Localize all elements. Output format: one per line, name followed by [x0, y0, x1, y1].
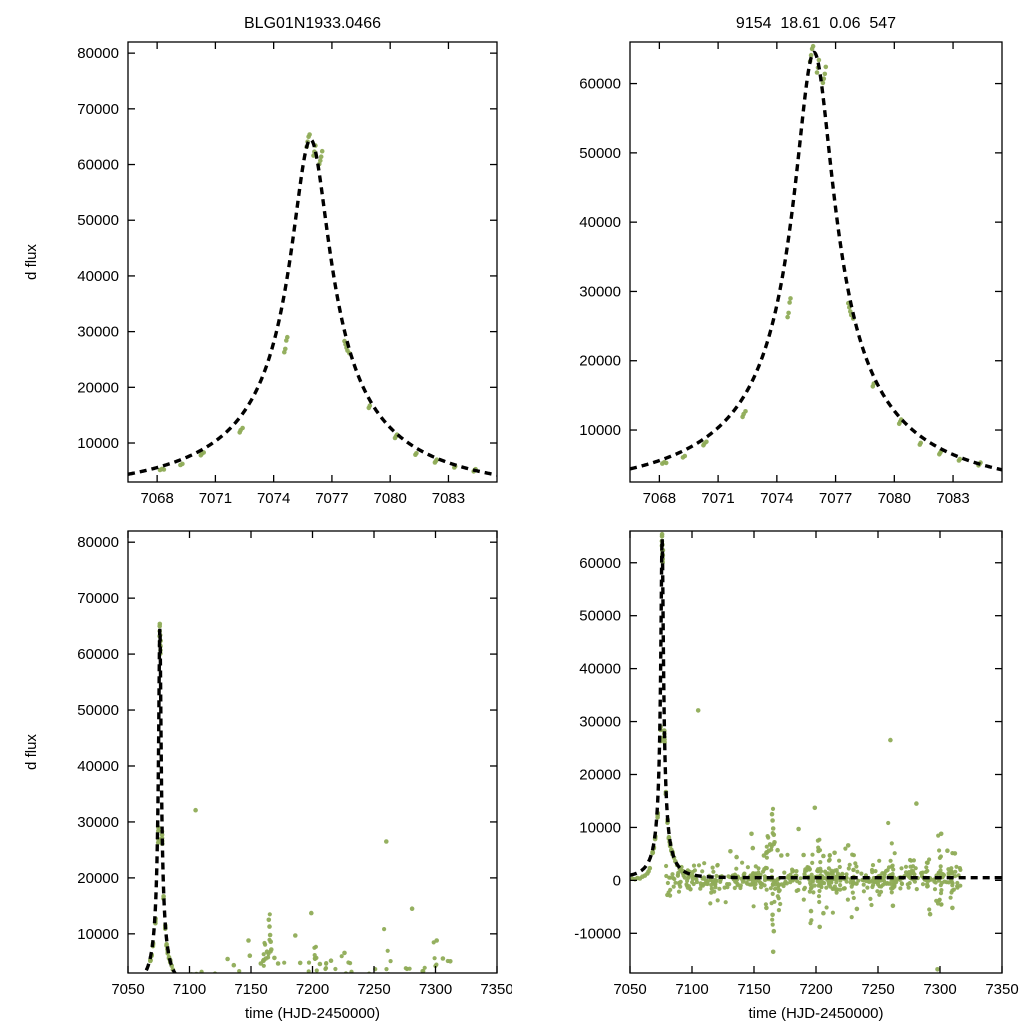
svg-text:7300: 7300 — [419, 981, 452, 998]
svg-text:7100: 7100 — [173, 981, 206, 998]
svg-text:50000: 50000 — [77, 702, 119, 719]
svg-text:7100: 7100 — [675, 981, 708, 998]
svg-text:70000: 70000 — [77, 590, 119, 607]
svg-text:40000: 40000 — [579, 661, 621, 678]
svg-text:7074: 7074 — [257, 490, 290, 507]
plot-border-top-right — [630, 42, 1002, 482]
svg-text:60000: 60000 — [77, 157, 119, 174]
y-axis-label-bottom-left: d flux — [23, 734, 40, 770]
svg-text:50000: 50000 — [579, 608, 621, 625]
svg-text:40000: 40000 — [77, 758, 119, 775]
svg-text:20000: 20000 — [579, 766, 621, 783]
svg-text:7080: 7080 — [373, 490, 406, 507]
panel-top-left: 7068 7071 7074 7077 7080 7083 10000 20000 30000 4… — [0, 0, 512, 512]
svg-text:10000: 10000 — [77, 435, 119, 452]
svg-text:20000: 20000 — [77, 379, 119, 396]
svg-text:10000: 10000 — [579, 422, 621, 439]
x-axis-label-bottom-left: time (HJD-2450000) — [245, 1005, 380, 1022]
model-curve-top-left — [128, 139, 497, 475]
svg-text:60000: 60000 — [579, 555, 621, 572]
plot-border-top-left — [128, 42, 497, 482]
panel-title-top-left: BLG01N1933.0466 — [244, 15, 381, 32]
svg-text:60000: 60000 — [77, 646, 119, 663]
panel-bottom-left: 7050 7100 7150 7200 7250 7300 7350 10000 20000 30… — [0, 512, 512, 1024]
data-points-bottom-right — [630, 532, 962, 972]
tick-labels-bottom-left: 7050 7100 7150 7200 7250 7300 7350 10000 20000 30… — [77, 534, 512, 998]
svg-text:10000: 10000 — [579, 819, 621, 836]
model-curve-top-right — [630, 52, 1002, 469]
svg-text:20000: 20000 — [77, 870, 119, 887]
svg-text:50000: 50000 — [579, 145, 621, 162]
ticks-bottom-left — [128, 531, 497, 973]
tick-labels-top-right: 7068 7071 7074 7077 7080 7083 10000 20000 30000 4… — [579, 76, 969, 507]
data-points-top-right — [660, 44, 983, 468]
panel-top-right: 7068 7071 7074 7077 7080 7083 10000 20000 30000 4… — [512, 0, 1024, 512]
svg-text:40000: 40000 — [77, 268, 119, 285]
svg-text:30000: 30000 — [77, 814, 119, 831]
svg-text:7083: 7083 — [432, 490, 465, 507]
svg-text:10000: 10000 — [77, 926, 119, 943]
svg-text:7050: 7050 — [613, 981, 646, 998]
svg-text:30000: 30000 — [579, 714, 621, 731]
panel-title-top-right: 9154 18.61 0.06 547 — [736, 15, 896, 32]
svg-text:30000: 30000 — [77, 324, 119, 341]
svg-text:70000: 70000 — [77, 101, 119, 118]
svg-text:7300: 7300 — [923, 981, 956, 998]
svg-text:7077: 7077 — [315, 490, 348, 507]
model-curve-bottom-left — [128, 629, 497, 987]
ticks-top-left — [128, 42, 497, 482]
svg-text:7071: 7071 — [701, 490, 734, 507]
chart-svg-top-left: 7068 7071 7074 7077 7080 7083 10000 20000 30000 4… — [0, 0, 512, 512]
svg-text:0: 0 — [613, 872, 621, 889]
svg-text:7080: 7080 — [878, 490, 911, 507]
svg-text:7083: 7083 — [936, 490, 969, 507]
svg-text:7074: 7074 — [760, 490, 793, 507]
ticks-bottom-right — [630, 531, 1002, 973]
chart-svg-bottom-left: 7050 7100 7150 7200 7250 7300 7350 10000 20000 30… — [0, 512, 512, 1024]
svg-text:50000: 50000 — [77, 212, 119, 229]
svg-text:7071: 7071 — [199, 490, 232, 507]
data-points-bottom-left — [128, 622, 458, 1024]
model-curve-bottom-right — [630, 539, 1002, 878]
svg-text:30000: 30000 — [579, 283, 621, 300]
svg-text:7150: 7150 — [737, 981, 770, 998]
svg-text:7068: 7068 — [140, 490, 173, 507]
ticks-top-right — [630, 42, 1002, 482]
data-points-top-left — [158, 132, 478, 474]
plot-border-bottom-right — [630, 531, 1002, 973]
svg-text:80000: 80000 — [77, 45, 119, 62]
svg-text:7068: 7068 — [643, 490, 676, 507]
chart-svg-top-right: 7068 7071 7074 7077 7080 7083 10000 20000 30000 4… — [512, 0, 1024, 512]
svg-text:7250: 7250 — [861, 981, 894, 998]
svg-text:7200: 7200 — [799, 981, 832, 998]
svg-text:7350: 7350 — [480, 981, 512, 998]
svg-text:7150: 7150 — [234, 981, 267, 998]
chart-svg-bottom-right: 7050 7100 7150 7200 7250 7300 7350 -10000 0 10000… — [512, 512, 1024, 1024]
svg-text:7350: 7350 — [985, 981, 1018, 998]
tick-labels-top-left: 7068 7071 7074 7077 7080 7083 10000 20000 30000 4… — [77, 45, 465, 507]
svg-text:7200: 7200 — [296, 981, 329, 998]
tick-labels-bottom-right: 7050 7100 7150 7200 7250 7300 7350 -10000 0 10000… — [574, 555, 1018, 998]
plot-border-bottom-left — [128, 531, 497, 973]
svg-text:7077: 7077 — [819, 490, 852, 507]
svg-text:20000: 20000 — [579, 353, 621, 370]
svg-text:7250: 7250 — [357, 981, 390, 998]
svg-text:-10000: -10000 — [574, 925, 621, 942]
svg-text:40000: 40000 — [579, 214, 621, 231]
svg-text:80000: 80000 — [77, 534, 119, 551]
svg-text:7050: 7050 — [111, 981, 144, 998]
x-axis-label-bottom-right: time (HJD-2450000) — [748, 1005, 883, 1022]
y-axis-label-top-left: d flux — [23, 244, 40, 280]
svg-text:60000: 60000 — [579, 76, 621, 93]
panel-bottom-right: 7050 7100 7150 7200 7250 7300 7350 -10000 0 10000… — [512, 512, 1024, 1024]
